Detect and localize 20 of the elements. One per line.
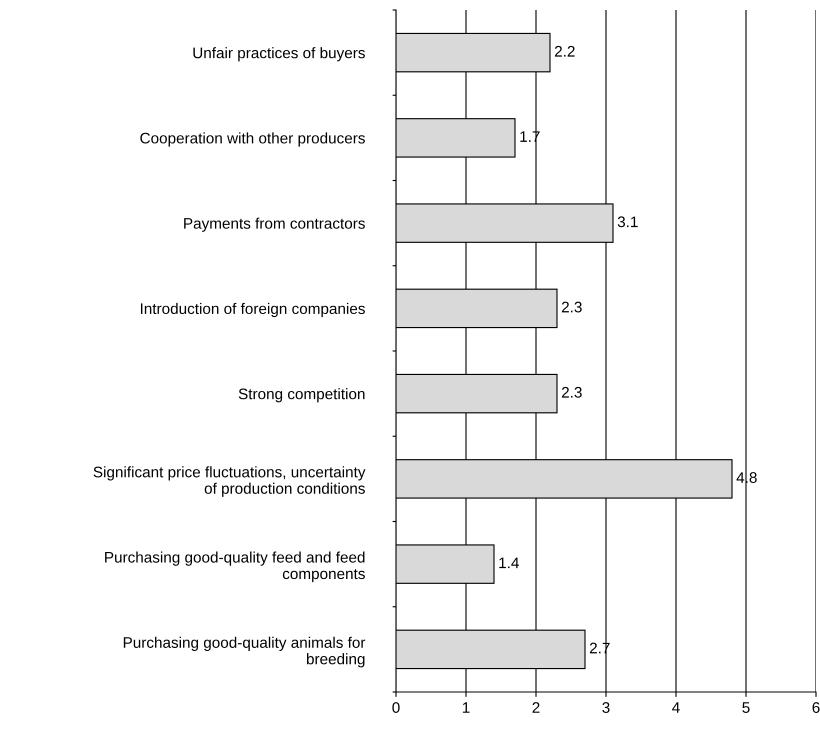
x-tick-label: 3 xyxy=(602,702,610,713)
x-tick-label: 6 xyxy=(812,702,820,713)
y-tick-label: Significant price fluctuations, uncertainty of production conditions xyxy=(94,466,366,497)
y-tick-label: Purchasing good-quality animals for breeding xyxy=(124,636,366,668)
y-tick-label: Introduction of foreign companies xyxy=(140,302,365,318)
data-label: 2.3 xyxy=(562,302,582,312)
y-tick-label: Strong competition xyxy=(238,388,364,402)
data-label: 1.4 xyxy=(499,558,519,568)
y-tick-label: Unfair practices of buyers xyxy=(193,47,365,62)
x-tick-label: 1 xyxy=(462,702,470,713)
y-tick-label: Payments from contractors xyxy=(184,218,365,232)
x-tick-label: 0 xyxy=(392,702,400,713)
x-tick-label: 2 xyxy=(532,702,540,713)
x-tick-label: 4 xyxy=(672,702,680,713)
y-tick-label: Purchasing good-quality feed and feed components xyxy=(105,551,365,582)
data-label: 2.3 xyxy=(562,386,582,398)
data-label: 2.2 xyxy=(554,46,575,57)
x-tick-label: 5 xyxy=(742,702,750,713)
y-tick-label: Cooperation with other producers xyxy=(140,132,365,147)
data-label: 3.1 xyxy=(618,216,638,228)
